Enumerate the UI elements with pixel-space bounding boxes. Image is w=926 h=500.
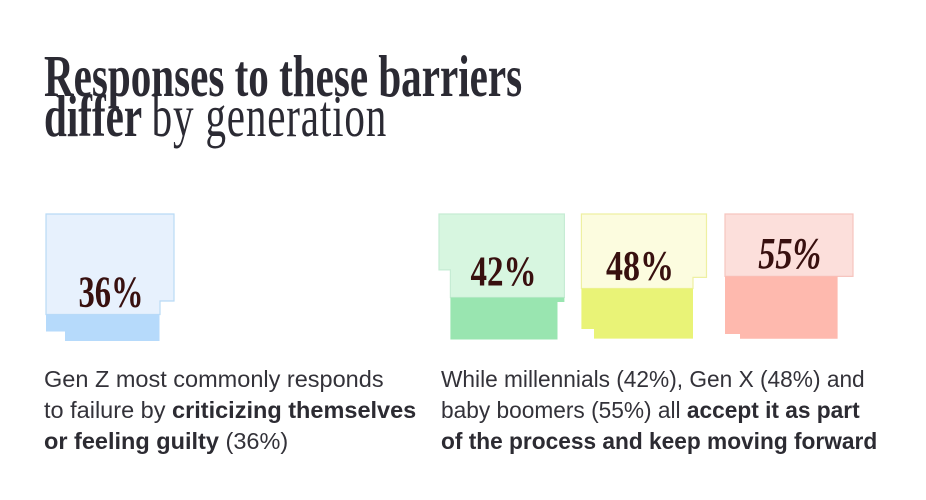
svg-text:42%: 42% bbox=[471, 249, 537, 295]
svg-text:48%: 48% bbox=[606, 244, 674, 290]
svg-text:55%: 55% bbox=[758, 228, 821, 278]
svg-text:36%: 36% bbox=[79, 266, 144, 316]
